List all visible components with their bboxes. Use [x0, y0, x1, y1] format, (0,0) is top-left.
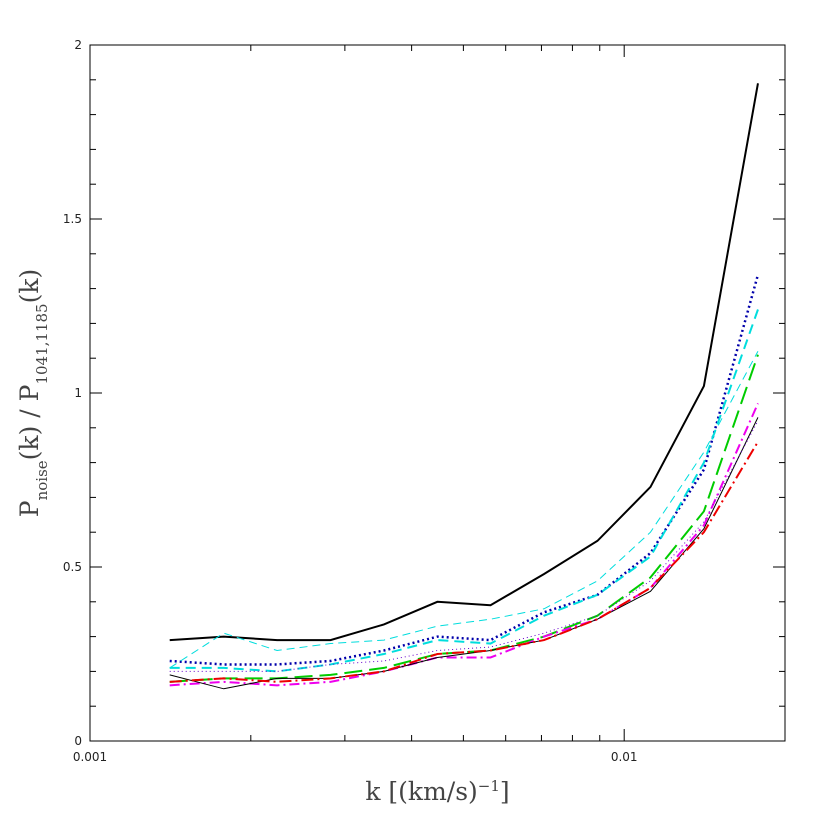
y-tick-label: 1: [74, 386, 82, 400]
series-line: [169, 417, 759, 690]
series-line: [169, 420, 759, 672]
y-axis-label-part: (k) / P: [15, 385, 44, 461]
series-line: [169, 83, 759, 642]
series-line: [169, 274, 760, 666]
series-line: [169, 351, 759, 669]
series-line: [169, 354, 759, 683]
x-axis-label-part: k [(km/s): [365, 777, 477, 806]
y-axis-label-part: (k): [15, 269, 44, 304]
x-tick-label: 0.001: [73, 750, 107, 764]
y-tick-label: 0.5: [63, 560, 82, 574]
x-axis-label-part: −1: [478, 777, 500, 795]
y-axis-label-part: P: [15, 500, 44, 517]
x-axis-label: k [(km/s)−1]: [365, 777, 509, 806]
x-tick-label: 0.01: [611, 750, 638, 764]
y-tick-label: 2: [74, 38, 82, 52]
series-line: [169, 441, 759, 683]
y-tick-label: 0: [74, 734, 82, 748]
y-tick-label: 1.5: [63, 212, 82, 226]
y-axis-label-part: noise: [33, 460, 51, 500]
x-axis-label-part: ]: [500, 777, 510, 806]
series-line: [169, 309, 759, 673]
y-axis-label: Pnoise(k) / P1041,1185(k): [15, 269, 51, 517]
series-line: [169, 403, 759, 687]
y-axis-label-part: 1041,1185: [33, 303, 51, 384]
